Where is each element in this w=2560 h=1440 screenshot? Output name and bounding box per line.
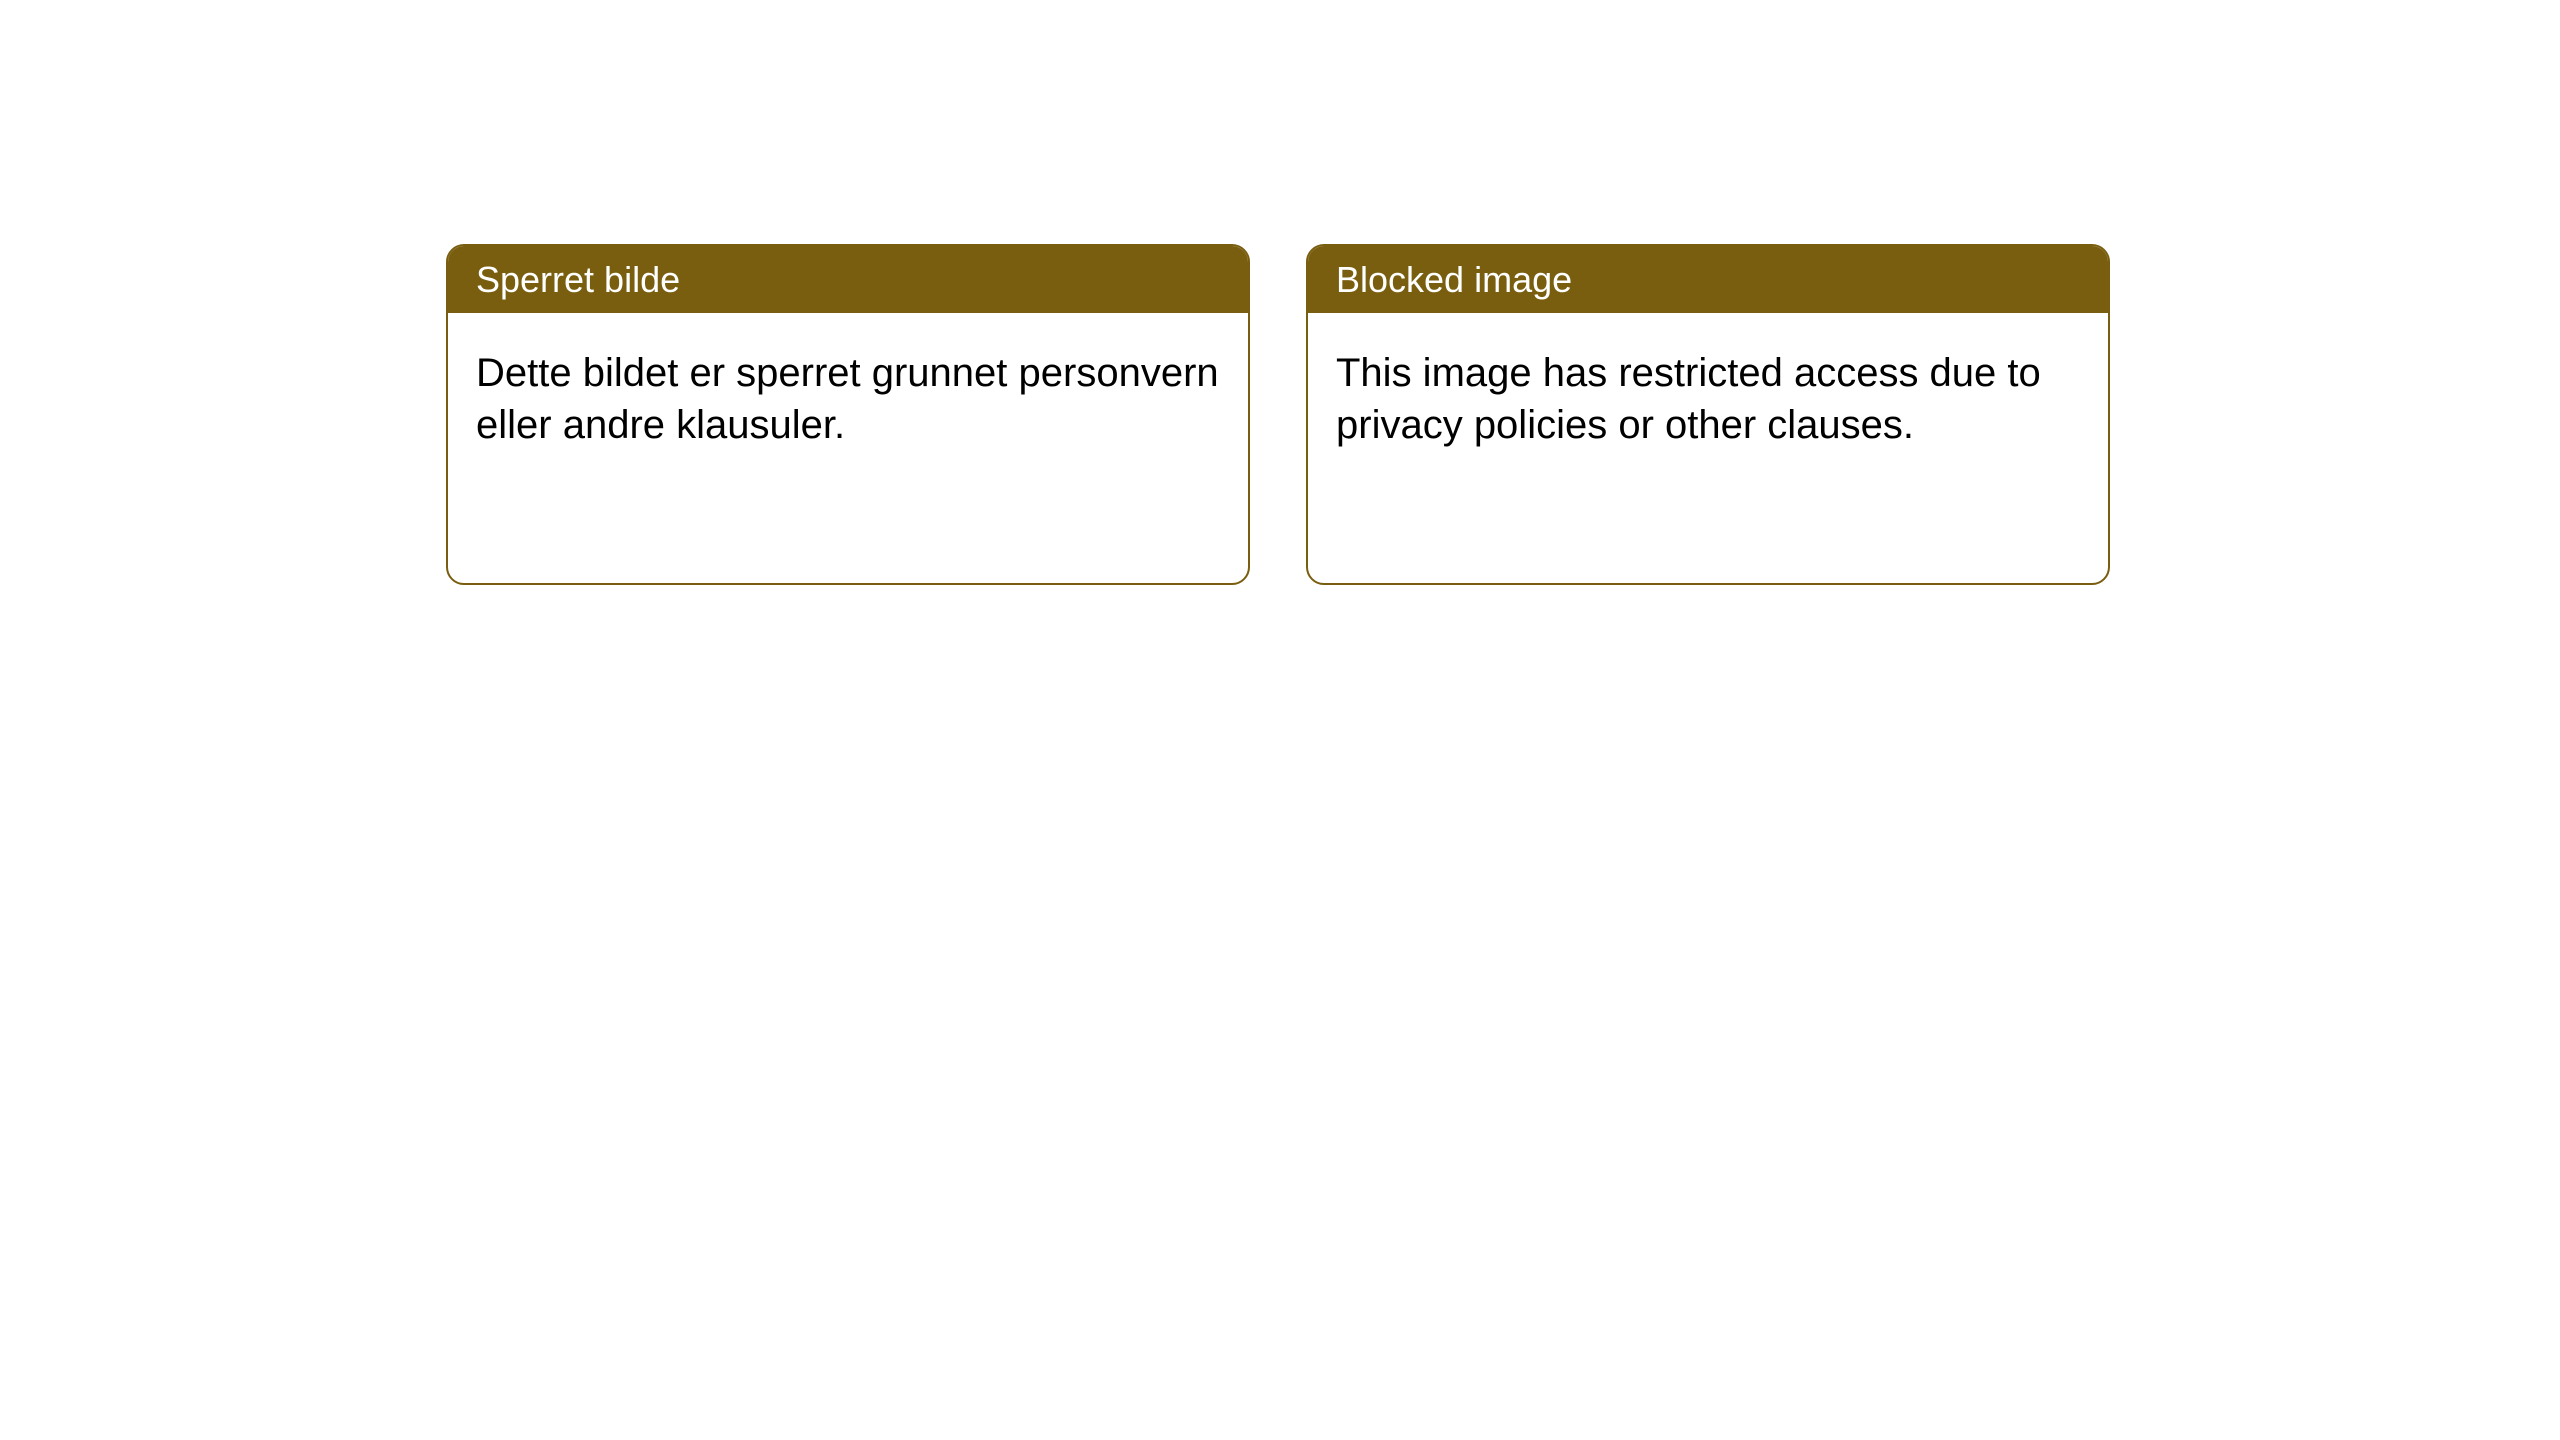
notice-header-norwegian: Sperret bilde: [448, 246, 1248, 313]
notice-body-english: This image has restricted access due to …: [1308, 313, 2108, 583]
notice-card-english: Blocked image This image has restricted …: [1306, 244, 2110, 585]
notice-header-english: Blocked image: [1308, 246, 2108, 313]
notice-body-norwegian: Dette bildet er sperret grunnet personve…: [448, 313, 1248, 583]
notice-container: Sperret bilde Dette bildet er sperret gr…: [446, 244, 2110, 585]
notice-card-norwegian: Sperret bilde Dette bildet er sperret gr…: [446, 244, 1250, 585]
